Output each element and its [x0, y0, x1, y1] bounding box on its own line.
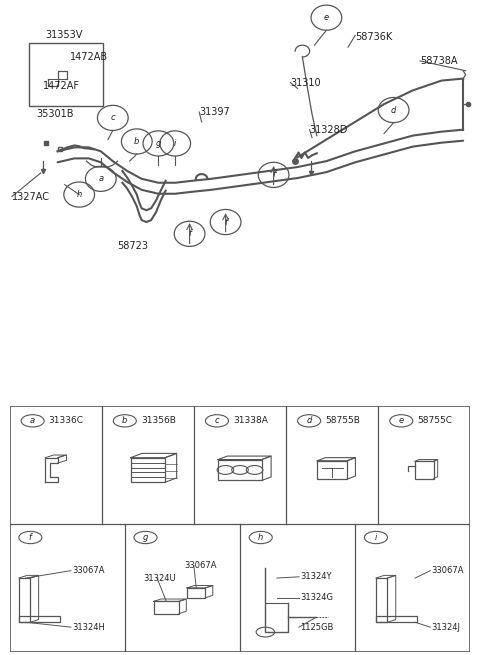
Text: 33067A: 33067A [185, 561, 217, 571]
Text: i: i [375, 533, 377, 542]
Text: 31353V: 31353V [46, 30, 83, 41]
Text: d: d [306, 417, 312, 425]
Text: b: b [134, 137, 140, 146]
Text: 31356B: 31356B [141, 417, 176, 425]
Text: 31338A: 31338A [233, 417, 268, 425]
Text: e: e [324, 13, 329, 22]
Text: h: h [77, 190, 82, 199]
Text: 58755C: 58755C [418, 417, 453, 425]
Text: a: a [98, 174, 103, 183]
Bar [19, 578, 30, 622]
Text: g: g [143, 533, 148, 542]
Text: 33067A: 33067A [72, 566, 104, 575]
Bar [19, 616, 60, 622]
Text: c: c [110, 113, 115, 122]
Text: c: c [215, 417, 219, 425]
Text: f: f [272, 170, 275, 179]
Text: 1327AC: 1327AC [12, 191, 50, 202]
Text: g: g [156, 139, 161, 148]
Bar [154, 601, 179, 614]
Text: 31336C: 31336C [49, 417, 84, 425]
Text: h: h [258, 533, 264, 542]
Text: a: a [30, 417, 35, 425]
Bar [317, 460, 347, 479]
Bar [131, 458, 165, 482]
Bar [187, 588, 205, 597]
Text: i: i [174, 139, 176, 148]
Bar [376, 616, 418, 622]
Text: 58738A: 58738A [420, 56, 457, 66]
Text: e: e [399, 417, 404, 425]
Text: 31324J: 31324J [431, 623, 460, 631]
Text: 31324H: 31324H [72, 623, 105, 631]
Text: 1125GB: 1125GB [300, 623, 333, 631]
Text: 31310: 31310 [290, 77, 321, 88]
Text: 1472AB: 1472AB [70, 52, 108, 62]
Text: 35301B: 35301B [36, 109, 73, 119]
Text: f: f [224, 217, 227, 227]
Text: b: b [122, 417, 128, 425]
Text: 31328D: 31328D [310, 124, 348, 135]
Bar [415, 461, 433, 479]
Text: 58755B: 58755B [325, 417, 360, 425]
Text: d: d [391, 105, 396, 115]
Bar [376, 578, 387, 622]
Text: f: f [188, 229, 191, 238]
Bar [29, 43, 103, 106]
Text: 31324Y: 31324Y [300, 572, 331, 581]
Text: 33067A: 33067A [431, 566, 464, 575]
Text: 31324G: 31324G [300, 593, 333, 602]
Text: 58736K: 58736K [355, 32, 393, 43]
Bar [218, 460, 262, 480]
Text: 31397: 31397 [199, 107, 230, 117]
Text: f: f [29, 533, 32, 542]
Text: 58723: 58723 [118, 240, 149, 251]
Text: 1472AF: 1472AF [43, 81, 80, 92]
Text: 31324U: 31324U [143, 574, 176, 582]
